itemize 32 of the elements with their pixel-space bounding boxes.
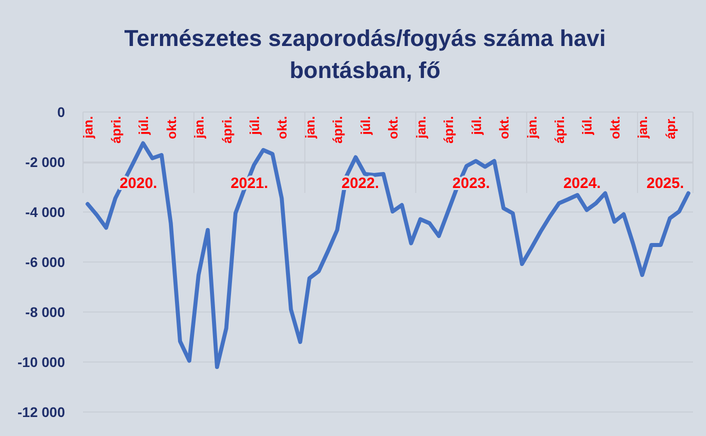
x-tick-label: jan.: [413, 116, 428, 140]
x-tick-label: ápri.: [219, 116, 234, 144]
x-tick-label: júl.: [246, 116, 262, 136]
x-tick-label: jan.: [80, 116, 96, 140]
y-tick-label: -6 000: [25, 254, 66, 270]
x-tick-label: jan.: [524, 116, 540, 140]
x-tick-label: ápri.: [441, 116, 456, 144]
x-tick-label: jan.: [192, 116, 207, 140]
x-tick-label: okt.: [607, 116, 622, 140]
x-tick-label: júl.: [580, 116, 595, 136]
x-tick-label: okt.: [496, 116, 512, 140]
x-tick-label: jan.: [635, 116, 650, 140]
x-tick-label: ápri.: [330, 116, 346, 144]
chart-title: Természetes szaporodás/fogyás száma havi bontásban, fő: [124, 25, 606, 83]
x-tick-label: ápri.: [552, 116, 567, 144]
x-tick-label: ápr.: [662, 116, 678, 140]
y-tick-label: -12 000: [18, 404, 66, 420]
x-tick-label: okt.: [164, 116, 179, 140]
x-tick-label: okt.: [386, 116, 401, 140]
x-tick-label: júl.: [358, 116, 373, 136]
x-tick-label: júl.: [136, 116, 152, 136]
y-tick-label: -4 000: [25, 204, 66, 220]
y-tick-label: -2 000: [25, 154, 66, 170]
annotation: 2025.: [646, 175, 684, 192]
y-tick-label: -10 000: [18, 354, 66, 370]
x-tick-label: okt.: [274, 116, 290, 140]
x-tick-label: jan.: [302, 116, 318, 140]
x-tick-label: ápri.: [108, 116, 124, 144]
x-tick-label: júl.: [468, 116, 484, 136]
y-tick-label: -8 000: [25, 304, 66, 320]
y-tick-label: 0: [57, 104, 66, 120]
annotation: 2024.: [563, 175, 601, 192]
